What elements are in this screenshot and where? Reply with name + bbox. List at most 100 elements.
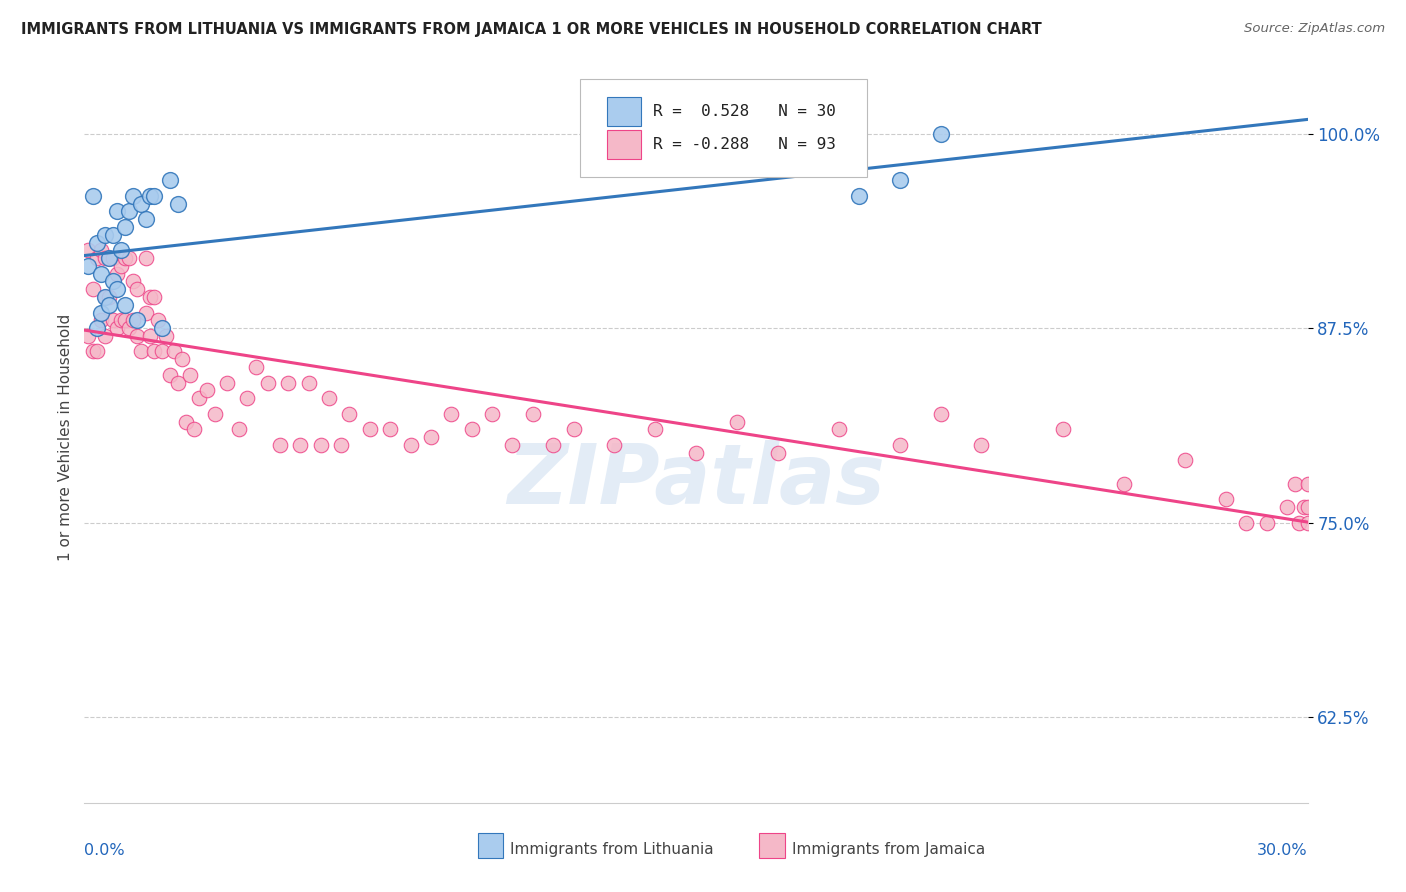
Point [187, 391, 209, 405]
Point [685, 445, 707, 459]
Point [90, 267, 112, 281]
Point [1114, 476, 1136, 491]
Point [1284, 476, 1306, 491]
Point [204, 407, 226, 421]
Point [318, 391, 340, 405]
Point [77, 244, 100, 258]
Point [1288, 516, 1310, 530]
Text: 30.0%: 30.0% [1257, 843, 1308, 858]
Point [93, 251, 115, 265]
Point [93, 290, 115, 304]
Point [172, 352, 194, 367]
Point [82, 282, 104, 296]
Point [562, 422, 585, 436]
Point [257, 376, 280, 390]
Point [889, 173, 911, 187]
Point [1277, 500, 1299, 515]
Point [97, 298, 120, 312]
Point [127, 313, 149, 327]
Point [90, 313, 112, 327]
Point [93, 227, 115, 242]
Point [298, 376, 321, 390]
Point [110, 313, 132, 327]
Point [929, 407, 952, 421]
Point [228, 422, 250, 436]
Point [159, 173, 181, 187]
Point [86, 344, 108, 359]
Point [127, 329, 149, 343]
Point [131, 344, 153, 359]
Point [236, 391, 259, 405]
Point [359, 422, 381, 436]
Point [101, 275, 124, 289]
Point [122, 313, 145, 327]
Bar [606, 97, 641, 127]
Point [90, 244, 112, 258]
Point [174, 415, 197, 429]
Point [179, 368, 201, 382]
Point [330, 438, 353, 452]
Bar [606, 130, 641, 159]
Point [167, 376, 190, 390]
Point [309, 438, 332, 452]
Point [101, 251, 124, 265]
Point [82, 189, 104, 203]
Text: Source: ZipAtlas.com: Source: ZipAtlas.com [1244, 22, 1385, 36]
Point [101, 313, 124, 327]
Point [1296, 516, 1319, 530]
Point [105, 321, 128, 335]
Point [766, 445, 789, 459]
Point [118, 204, 141, 219]
Point [1215, 492, 1237, 507]
Point [122, 275, 145, 289]
Point [380, 422, 402, 436]
Point [105, 282, 128, 296]
FancyBboxPatch shape [579, 78, 868, 178]
Point [929, 127, 952, 141]
Point [522, 407, 544, 421]
Point [114, 298, 136, 312]
Point [93, 290, 115, 304]
Point [543, 438, 565, 452]
Point [114, 313, 136, 327]
Point [163, 344, 186, 359]
Point [114, 251, 136, 265]
Point [1292, 500, 1315, 515]
Point [889, 438, 911, 452]
Point [644, 422, 666, 436]
Point [131, 196, 153, 211]
Point [150, 321, 173, 335]
Point [118, 321, 141, 335]
Point [77, 259, 100, 273]
Point [183, 422, 205, 436]
Point [150, 344, 173, 359]
Point [277, 376, 299, 390]
Text: IMMIGRANTS FROM LITHUANIA VS IMMIGRANTS FROM JAMAICA 1 OR MORE VEHICLES IN HOUSE: IMMIGRANTS FROM LITHUANIA VS IMMIGRANTS … [21, 22, 1042, 37]
Point [155, 329, 177, 343]
Point [828, 422, 851, 436]
Point [420, 430, 443, 444]
Point [142, 290, 165, 304]
Point [138, 189, 160, 203]
Point [1236, 516, 1258, 530]
Point [135, 251, 157, 265]
Point [82, 344, 104, 359]
Text: R =  0.528   N = 30: R = 0.528 N = 30 [654, 104, 837, 120]
Point [146, 313, 169, 327]
Text: ZIPatlas: ZIPatlas [508, 441, 884, 522]
Point [725, 415, 748, 429]
Point [97, 251, 120, 265]
Y-axis label: 1 or more Vehicles in Household: 1 or more Vehicles in Household [58, 313, 73, 561]
Point [269, 438, 291, 452]
Point [105, 267, 128, 281]
Point [195, 384, 218, 398]
Point [159, 368, 181, 382]
Point [86, 251, 108, 265]
Point [1052, 422, 1074, 436]
Point [122, 189, 145, 203]
Text: 0.0%: 0.0% [84, 843, 125, 858]
Point [77, 329, 100, 343]
Point [1296, 476, 1319, 491]
Point [105, 204, 128, 219]
Point [461, 422, 484, 436]
